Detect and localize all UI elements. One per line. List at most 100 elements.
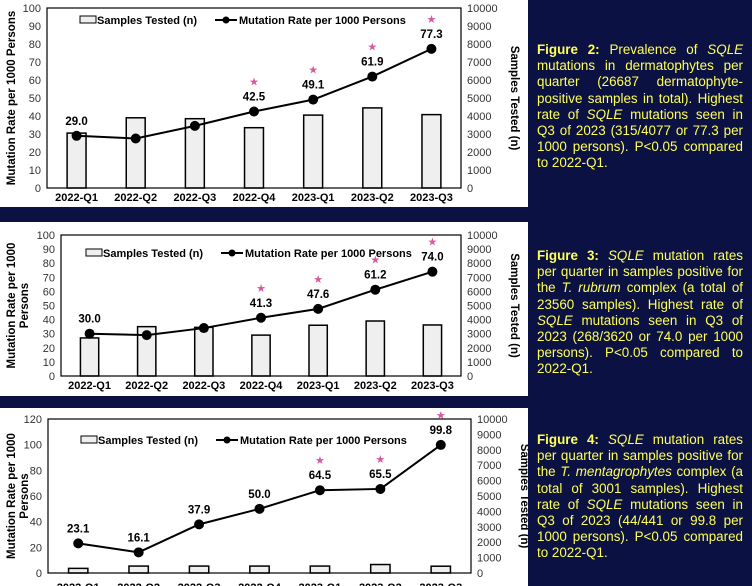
bar bbox=[308, 324, 329, 377]
y2-tick-label: 8000 bbox=[477, 445, 501, 457]
rate-point bbox=[435, 439, 446, 450]
legend-bar-swatch bbox=[80, 435, 98, 444]
figure-2-caption: Figure 2: Prevalence of SQLE mutations i… bbox=[537, 42, 743, 172]
x-tick-label: 2022-Q3 bbox=[173, 192, 216, 204]
y2-tick-label: 4000 bbox=[477, 506, 501, 518]
rate-point bbox=[189, 120, 200, 131]
caption-text: SQLE bbox=[537, 312, 573, 328]
bar bbox=[365, 320, 386, 377]
y2-tick-label: 1000 bbox=[467, 165, 491, 177]
legend-label: Samples Tested (n) bbox=[98, 435, 198, 447]
rate-point bbox=[367, 71, 378, 82]
rate-point bbox=[308, 94, 319, 105]
rate-point bbox=[73, 538, 84, 549]
y2-tick-label: 5000 bbox=[467, 93, 491, 105]
bar bbox=[243, 126, 265, 189]
x-tick-label: 2022-Q1 bbox=[57, 582, 100, 586]
rate-point bbox=[71, 130, 82, 141]
caption-text: SQLE bbox=[586, 496, 623, 512]
y2-tick-label: 1000 bbox=[467, 357, 491, 369]
y2-tick-label: 9000 bbox=[477, 429, 501, 441]
figure-4-caption: Figure 4: SQLE mutation rates per quarte… bbox=[537, 432, 743, 562]
data-label: 47.6 bbox=[307, 289, 329, 301]
y-tick-label: 80 bbox=[43, 258, 55, 270]
caption-text: T. mentagrophytes bbox=[560, 464, 672, 480]
rate-point bbox=[141, 330, 152, 341]
plot-frame bbox=[60, 234, 462, 377]
caption-text bbox=[599, 432, 608, 447]
y-tick-label: 80 bbox=[30, 465, 42, 477]
data-label: 64.5 bbox=[309, 470, 332, 482]
y-tick-label: 10 bbox=[43, 357, 55, 369]
y2-tick-label: 5000 bbox=[467, 301, 491, 313]
y2-tick-label: 2000 bbox=[477, 537, 501, 549]
y2-tick-label: 10000 bbox=[467, 230, 498, 242]
significance-star: ★ bbox=[427, 237, 437, 249]
x-tick-label: 2022-Q1 bbox=[68, 380, 111, 392]
y-tick-label: 60 bbox=[43, 286, 55, 298]
y2-tick-label: 0 bbox=[467, 183, 473, 195]
caption-text: mutation rates per quarter in samples po… bbox=[537, 432, 743, 480]
rate-point bbox=[130, 133, 141, 144]
x-tick-label: 2023-Q3 bbox=[411, 380, 454, 392]
bar bbox=[193, 326, 214, 377]
bar bbox=[302, 114, 324, 189]
figure-3-caption: Figure 3: SQLE mutation rates per quarte… bbox=[537, 248, 743, 378]
caption-text: mutations seen in Q3 of 2023 (315/4077 o… bbox=[537, 106, 743, 171]
plot-frame bbox=[46, 7, 462, 189]
bar bbox=[422, 324, 443, 377]
y2-tick-label: 7000 bbox=[467, 57, 491, 69]
significance-star: ★ bbox=[313, 274, 323, 286]
data-label: 42.5 bbox=[243, 92, 266, 104]
legend-label: Samples Tested (n) bbox=[97, 15, 197, 27]
caption-text: T. rubrum bbox=[561, 280, 621, 296]
y2-tick-label: 5000 bbox=[477, 491, 501, 503]
y2-tick-label: 7000 bbox=[477, 460, 501, 472]
data-label: 65.5 bbox=[369, 469, 392, 481]
caption-text: SQLE bbox=[707, 42, 744, 57]
data-label: 23.1 bbox=[67, 523, 90, 535]
data-label: 99.8 bbox=[430, 425, 453, 437]
y-axis-title: Mutation Rate per 1000 bbox=[6, 433, 18, 559]
y2-tick-label: 0 bbox=[467, 371, 473, 383]
y-tick-label: 30 bbox=[43, 329, 55, 341]
significance-star: ★ bbox=[315, 455, 325, 467]
legend-label: Mutation Rate per 1000 Persons bbox=[239, 15, 406, 27]
legend-line-marker bbox=[222, 16, 230, 24]
figure-3-chart: 0 10 20 30 40 50 60 70 80 90 100 0 1000 2000 3000 4000 5… bbox=[0, 222, 528, 396]
bar bbox=[369, 563, 391, 574]
rate-point bbox=[314, 485, 325, 496]
bar bbox=[128, 565, 150, 574]
caption-text: SQLE bbox=[586, 106, 623, 122]
x-tick-label: 2022-Q2 bbox=[114, 192, 157, 204]
significance-star: ★ bbox=[256, 283, 266, 295]
bar bbox=[309, 565, 331, 574]
y-tick-label: 40 bbox=[29, 111, 41, 123]
significance-star: ★ bbox=[367, 42, 377, 54]
y-tick-label: 60 bbox=[29, 75, 41, 87]
y2-tick-label: 0 bbox=[477, 568, 483, 580]
data-label: 49.1 bbox=[302, 80, 325, 92]
y-tick-label: 0 bbox=[49, 371, 55, 383]
x-tick-label: 2023-Q2 bbox=[359, 582, 402, 586]
x-tick-label: 2022-Q4 bbox=[240, 380, 284, 392]
rate-point bbox=[256, 312, 266, 323]
x-tick-label: 2023-Q2 bbox=[354, 380, 397, 392]
rate-point bbox=[427, 266, 438, 277]
bar bbox=[249, 565, 270, 574]
x-tick-label: 2023-Q2 bbox=[351, 192, 394, 204]
caption-text: mutations seen in Q3 of 2023 (44/441 or … bbox=[537, 496, 743, 561]
caption-text: mutations seen in Q3 of 2023 (268/3620 o… bbox=[537, 312, 743, 377]
data-label: 50.0 bbox=[248, 489, 270, 501]
caption-text: mutations in dermatophytes per quarter (… bbox=[537, 58, 743, 122]
y2-axis-title: Samples Tested (n) bbox=[508, 46, 520, 151]
bar bbox=[188, 565, 210, 574]
significance-star: ★ bbox=[436, 410, 446, 422]
bar bbox=[421, 113, 442, 189]
data-label: 61.2 bbox=[364, 270, 386, 282]
y-tick-label: 10 bbox=[29, 165, 41, 177]
y-tick-label: 100 bbox=[37, 230, 55, 242]
rate-point bbox=[198, 323, 209, 334]
y-tick-label: 50 bbox=[29, 93, 41, 105]
x-tick-label: 2023-Q1 bbox=[297, 380, 340, 392]
